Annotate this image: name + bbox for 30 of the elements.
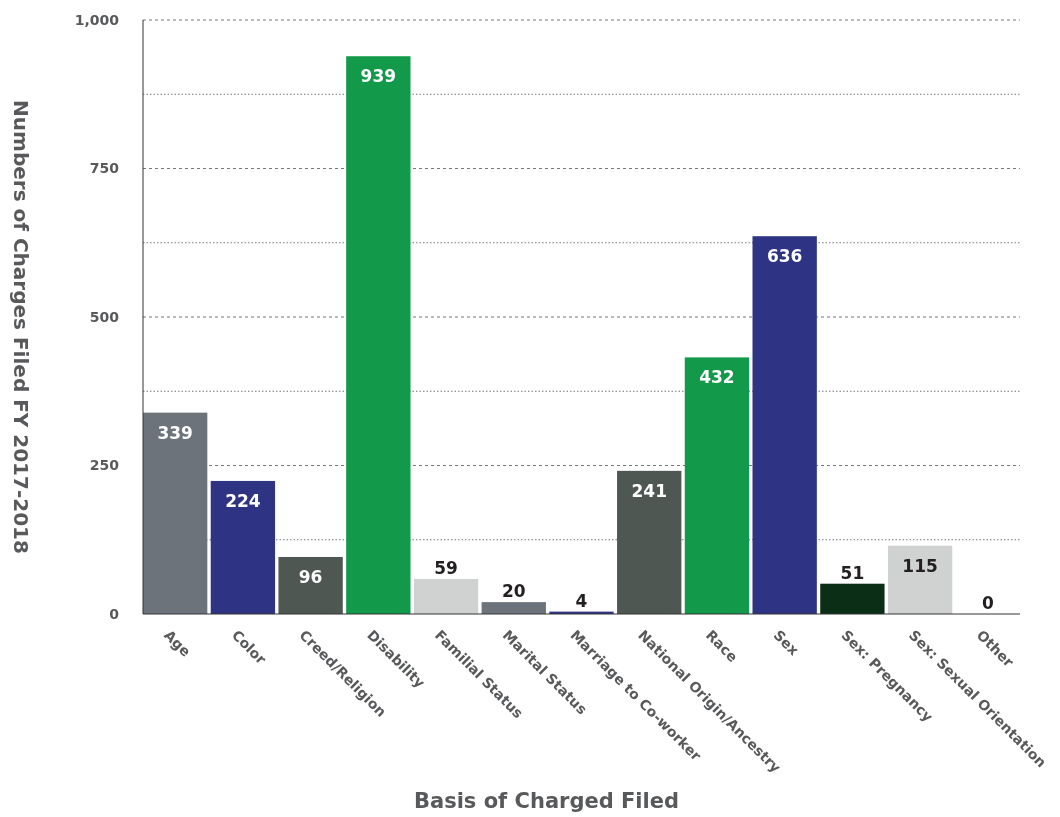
y-tick-label: 250 bbox=[89, 457, 120, 474]
bar bbox=[752, 236, 817, 614]
y-tick-label: 0 bbox=[109, 605, 120, 622]
data-label: 20 bbox=[501, 581, 526, 602]
bar bbox=[413, 578, 479, 614]
data-label: 51 bbox=[840, 562, 865, 583]
data-label: 241 bbox=[631, 480, 667, 501]
bar bbox=[820, 583, 885, 614]
data-label: 115 bbox=[902, 555, 938, 576]
data-label: 432 bbox=[699, 367, 735, 388]
data-label: 939 bbox=[360, 66, 397, 87]
bar bbox=[887, 545, 953, 614]
data-label: 0 bbox=[981, 593, 994, 613]
y-tick-label: 1,000 bbox=[74, 11, 120, 28]
data-label: 96 bbox=[298, 566, 323, 587]
data-label: 4 bbox=[575, 590, 588, 611]
bar bbox=[346, 56, 411, 614]
data-label: 59 bbox=[434, 557, 458, 578]
bar bbox=[210, 480, 276, 614]
y-tick-label: 750 bbox=[89, 160, 120, 177]
bar bbox=[278, 556, 343, 614]
y-axis-title: Numbers of Charges Filed FY 2017-2018 bbox=[9, 100, 33, 554]
x-axis-title: Basis of Charged Filed bbox=[413, 789, 680, 813]
data-label: 224 bbox=[225, 490, 261, 511]
bar bbox=[617, 470, 682, 614]
bar bbox=[684, 357, 750, 614]
y-tick-label: 500 bbox=[89, 308, 120, 325]
data-label: 339 bbox=[157, 422, 193, 443]
data-label: 636 bbox=[766, 246, 803, 267]
bar bbox=[481, 602, 546, 614]
